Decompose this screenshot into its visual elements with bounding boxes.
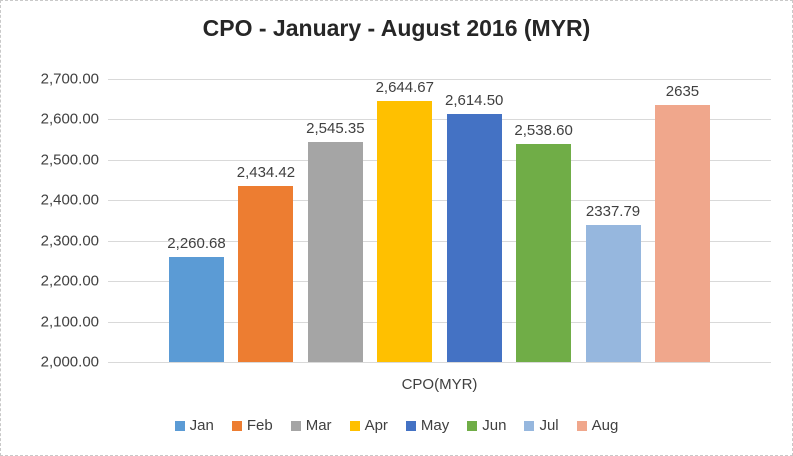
chart-title[interactable]: CPO - January - August 2016 (MYR) [202, 15, 591, 41]
legend-item-mar[interactable]: Mar [290, 417, 332, 434]
y-tick-label: 2,100.00 [40, 313, 99, 331]
legend-item-feb[interactable]: Feb [231, 417, 273, 434]
y-tick-label: 2,200.00 [40, 272, 99, 290]
bar-jun[interactable]: 2,538.60 [514, 122, 573, 362]
legend-item-jul[interactable]: Jul [524, 417, 559, 434]
x-axis-label[interactable]: CPO(MYR) [401, 376, 478, 393]
y-axis: 2,700.00 2,600.00 2,500.00 2,400.00 2,300.00… [1, 71, 99, 371]
bar-jul[interactable]: 2337.79 [585, 203, 641, 362]
legend-item-aug[interactable]: Aug [576, 417, 619, 434]
bar-value-label: 2,434.42 [236, 164, 296, 182]
legend-swatch-icon [290, 420, 301, 431]
legend-swatch-icon [231, 420, 242, 431]
y-tick-label: 2,400.00 [40, 191, 99, 209]
legend-label: Apr [364, 417, 388, 434]
bar-series: 2,260.68 2,434.42 2,545.35 2,644.67 2,614.50… [108, 79, 771, 362]
legend-label: Jun [482, 417, 507, 434]
legend-label: Jan [189, 417, 214, 434]
y-tick-label: 2,700.00 [40, 70, 99, 88]
legend-item-jan[interactable]: Jan [174, 417, 214, 434]
bar-value-label: 2,545.35 [306, 119, 365, 137]
gridline [108, 79, 771, 80]
gridline [108, 200, 771, 202]
legend-label: Mar [305, 417, 332, 434]
gridline [108, 240, 771, 242]
bar-value-label: 2635 [665, 83, 700, 101]
bar-apr[interactable]: 2,644.67 [376, 79, 434, 362]
legend-item-apr[interactable]: Apr [349, 417, 388, 434]
bar-value-label: 2337.79 [585, 203, 641, 221]
legend-label: Feb [246, 417, 273, 434]
legend-swatch-icon [405, 420, 416, 431]
y-tick-label: 2,500.00 [40, 151, 99, 169]
bar-value-label: 2,614.50 [444, 91, 504, 109]
legend: Jan Feb Mar Apr May Jun Jul Aug [1, 417, 792, 434]
plot-area: 2,260.68 2,434.42 2,545.35 2,644.67 2,614.50… [108, 79, 771, 363]
bar-value-label: 2,260.68 [167, 234, 226, 252]
y-tick-label: 2,300.00 [40, 232, 99, 250]
y-tick-label: 2,600.00 [40, 110, 99, 128]
bar-mar[interactable]: 2,545.35 [306, 120, 365, 362]
bar-value-label: 2,538.60 [514, 122, 573, 140]
gridline [108, 321, 771, 323]
legend-swatch-icon [467, 420, 478, 431]
bar-feb[interactable]: 2,434.42 [237, 164, 295, 362]
legend-label: May [420, 417, 450, 434]
legend-label: Jul [539, 417, 559, 434]
legend-swatch-icon [524, 420, 535, 431]
gridline [108, 159, 771, 161]
legend-swatch-icon [349, 420, 360, 431]
bar-aug[interactable]: 2635 [654, 83, 710, 362]
y-tick-label: 2,000.00 [40, 353, 99, 371]
legend-item-jun[interactable]: Jun [467, 417, 506, 434]
legend-item-may[interactable]: May [405, 417, 450, 434]
bar-jan[interactable]: 2,260.68 [167, 235, 226, 362]
bar-value-label: 2,644.67 [375, 79, 434, 97]
gridline [108, 119, 771, 121]
bar-may[interactable]: 2,614.50 [445, 92, 503, 362]
legend-label: Aug [591, 417, 619, 434]
gridline [108, 362, 771, 363]
legend-swatch-icon [576, 420, 587, 431]
gridline [108, 281, 771, 283]
legend-swatch-icon [174, 420, 185, 431]
